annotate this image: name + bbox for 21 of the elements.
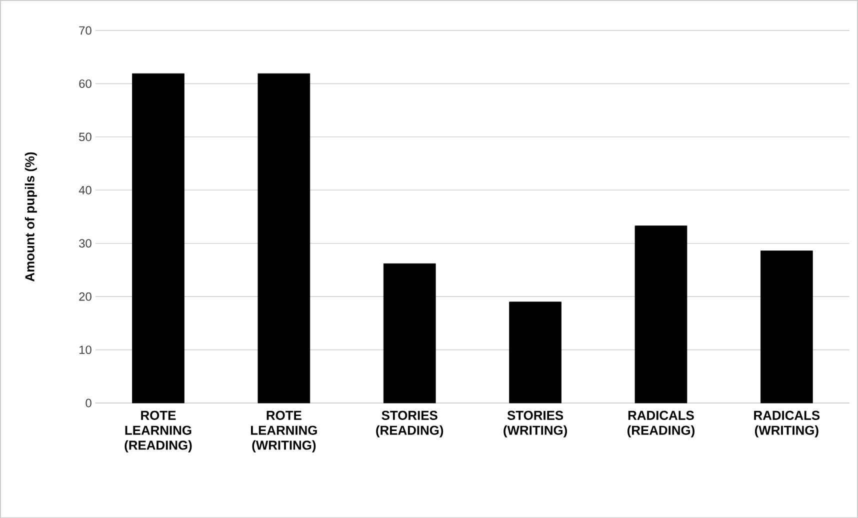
- bar: [509, 302, 562, 404]
- bar: [132, 73, 184, 404]
- y-tick-label: 40: [78, 186, 92, 194]
- x-tick-label: RADICALS (READING): [627, 410, 694, 438]
- bar: [760, 250, 813, 404]
- x-tick-label: STORIES (WRITING): [504, 410, 567, 438]
- y-axis-title: Amount of pupils (%): [24, 152, 37, 282]
- y-tick-label: 60: [79, 79, 92, 88]
- y-tick-label: 50: [79, 132, 92, 141]
- bar: [634, 225, 688, 404]
- y-tick-label: 20: [79, 292, 92, 301]
- x-tick-label: ROTE LEARNING (WRITING): [251, 410, 317, 452]
- y-tick-label: 70: [79, 26, 92, 34]
- y-tick-label: 10: [80, 345, 92, 354]
- bar: [258, 73, 310, 404]
- y-tick-label: 30: [79, 238, 92, 248]
- bar: [383, 263, 436, 404]
- x-tick-label: RADICALS (WRITING): [754, 410, 820, 438]
- x-tick-label: STORIES (READING): [376, 410, 444, 438]
- y-tick-label: 0: [86, 398, 92, 408]
- x-tick-label: ROTE LEARNING (READING): [124, 410, 192, 452]
